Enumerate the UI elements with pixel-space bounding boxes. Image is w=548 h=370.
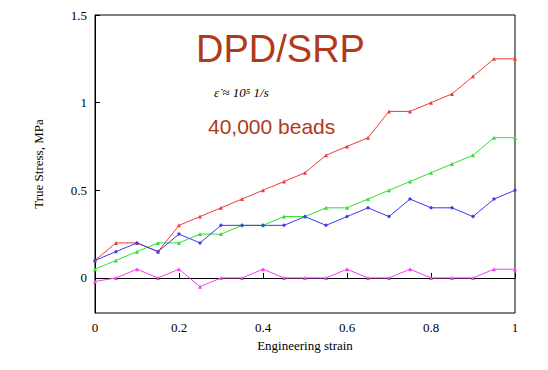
svg-text:DPD/SRP: DPD/SRP bbox=[196, 28, 365, 70]
svg-text:Engineering strain: Engineering strain bbox=[257, 338, 353, 353]
svg-text:True Stress, MPa: True Stress, MPa bbox=[31, 119, 46, 209]
svg-text:1: 1 bbox=[81, 95, 88, 110]
svg-text:0.2: 0.2 bbox=[171, 320, 187, 335]
svg-text:0: 0 bbox=[81, 270, 88, 285]
svg-text:0.4: 0.4 bbox=[255, 320, 272, 335]
svg-text:0.8: 0.8 bbox=[423, 320, 439, 335]
svg-text:40,000 beads: 40,000 beads bbox=[208, 115, 335, 138]
svg-text:ε̇ ≈ 10⁵ 1/s: ε̇ ≈ 10⁵ 1/s bbox=[214, 85, 269, 100]
svg-text:0: 0 bbox=[92, 320, 99, 335]
svg-text:1: 1 bbox=[512, 320, 519, 335]
svg-text:1.5: 1.5 bbox=[71, 8, 87, 23]
svg-text:0.6: 0.6 bbox=[339, 320, 356, 335]
svg-text:0.5: 0.5 bbox=[71, 183, 87, 198]
